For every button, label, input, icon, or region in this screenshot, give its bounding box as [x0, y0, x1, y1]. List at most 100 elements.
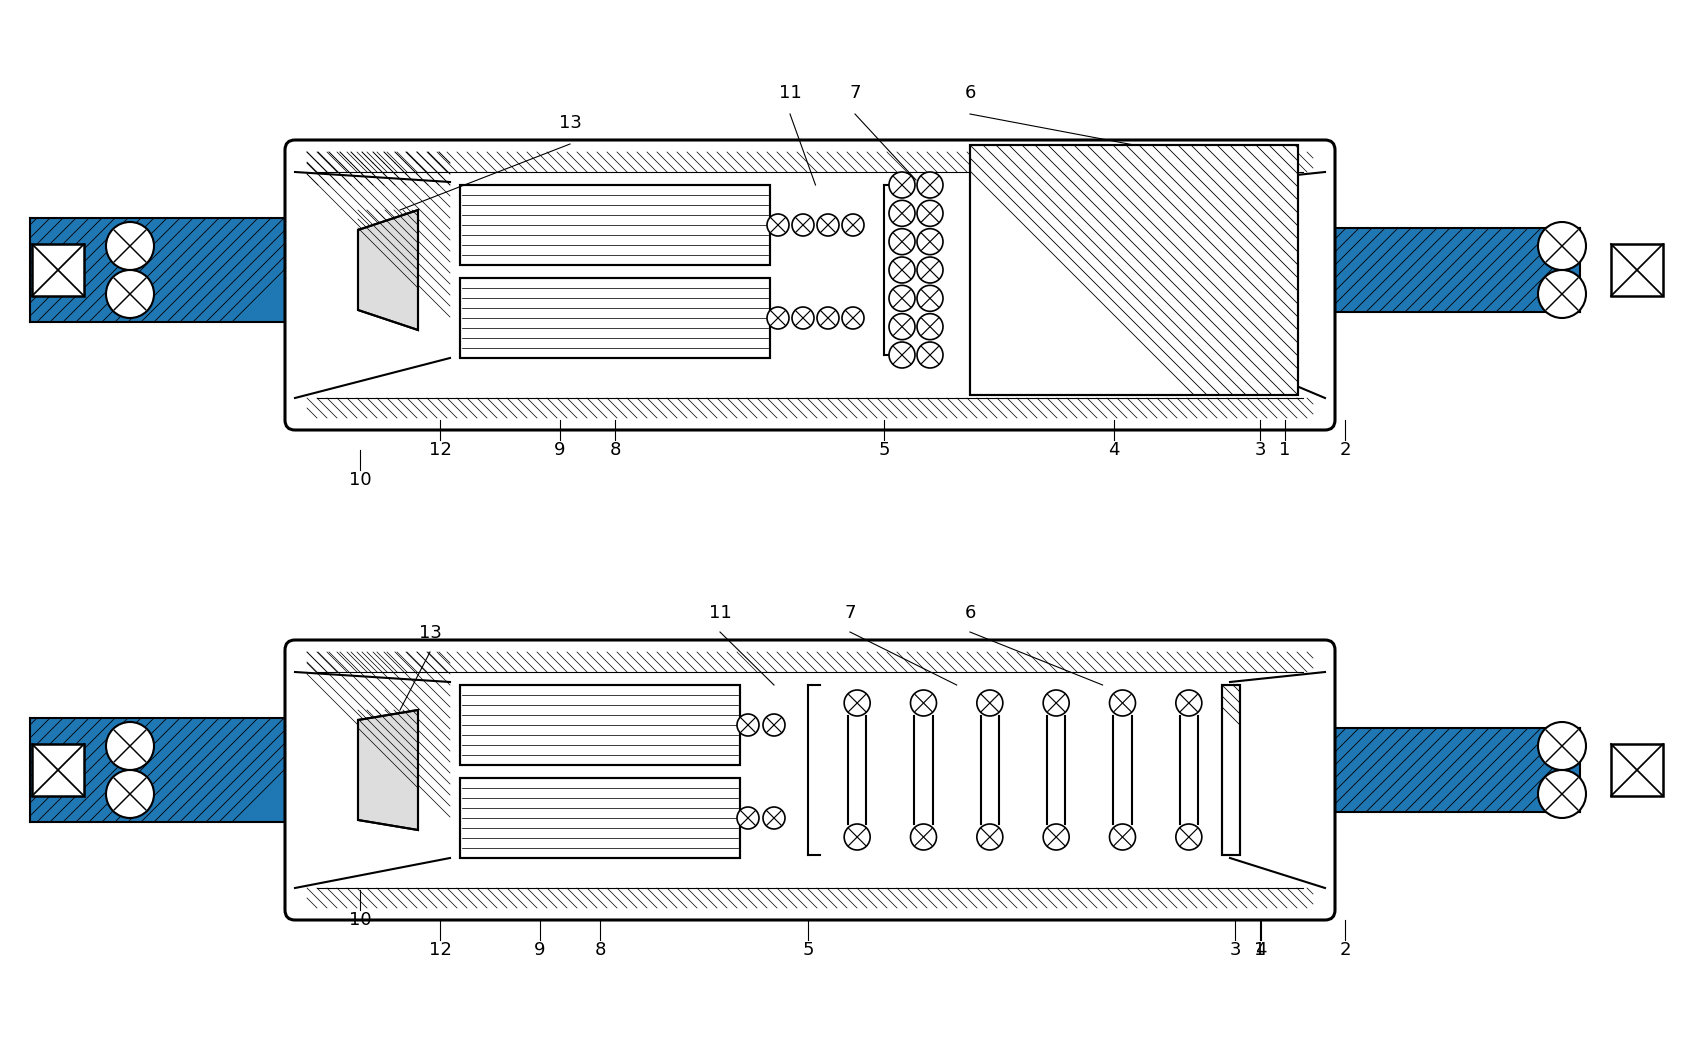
Text: 11: 11 — [709, 604, 731, 622]
Text: 8: 8 — [595, 941, 605, 959]
Bar — [1222, 685, 1241, 855]
Text: 7: 7 — [849, 84, 861, 102]
Bar — [970, 145, 1298, 395]
Bar — [31, 718, 310, 822]
Circle shape — [107, 770, 154, 818]
Circle shape — [888, 314, 915, 340]
Bar — [307, 163, 449, 174]
Bar — [459, 778, 741, 858]
Circle shape — [842, 214, 864, 236]
Circle shape — [1042, 690, 1070, 716]
Circle shape — [917, 342, 942, 368]
Circle shape — [888, 286, 915, 312]
Bar — [32, 244, 85, 296]
Circle shape — [763, 807, 785, 829]
Bar — [32, 744, 85, 796]
Circle shape — [917, 257, 942, 283]
Text: 4: 4 — [1109, 441, 1120, 459]
Circle shape — [917, 286, 942, 312]
Circle shape — [888, 229, 915, 255]
Circle shape — [817, 214, 839, 236]
Circle shape — [1042, 824, 1070, 850]
Text: 12: 12 — [429, 941, 451, 959]
Circle shape — [888, 172, 915, 198]
Bar — [1320, 728, 1580, 812]
Bar — [31, 218, 310, 322]
Circle shape — [768, 307, 788, 329]
Circle shape — [917, 201, 942, 227]
FancyBboxPatch shape — [285, 640, 1336, 920]
Text: 1: 1 — [1280, 441, 1290, 459]
Circle shape — [792, 214, 814, 236]
Text: 2: 2 — [1339, 441, 1351, 459]
Text: 13: 13 — [419, 624, 441, 642]
Circle shape — [844, 824, 870, 850]
FancyBboxPatch shape — [285, 140, 1336, 430]
Bar — [358, 710, 419, 830]
Circle shape — [817, 307, 839, 329]
Text: 5: 5 — [878, 441, 890, 459]
Text: 2: 2 — [1339, 941, 1351, 959]
Bar — [459, 778, 741, 858]
Text: 3: 3 — [1254, 441, 1266, 459]
Bar — [970, 145, 1298, 395]
Bar — [358, 210, 419, 330]
Text: 5: 5 — [802, 941, 814, 959]
Text: 3: 3 — [1229, 941, 1241, 959]
Circle shape — [888, 201, 915, 227]
Circle shape — [888, 257, 915, 283]
Bar — [459, 185, 770, 265]
Circle shape — [768, 214, 788, 236]
Bar — [307, 152, 449, 163]
Circle shape — [842, 307, 864, 329]
Circle shape — [917, 172, 942, 198]
Text: 4: 4 — [1256, 941, 1266, 959]
Bar — [307, 888, 1314, 908]
Text: 9: 9 — [554, 441, 566, 459]
Bar — [1320, 228, 1580, 312]
Text: 12: 12 — [429, 441, 451, 459]
Circle shape — [910, 690, 937, 716]
Text: 8: 8 — [609, 441, 620, 459]
Text: 1: 1 — [1254, 941, 1266, 959]
Polygon shape — [358, 710, 419, 830]
Bar — [307, 152, 449, 358]
Text: 11: 11 — [778, 84, 802, 102]
Bar — [1610, 244, 1663, 296]
Polygon shape — [358, 210, 419, 330]
Circle shape — [107, 722, 154, 770]
Circle shape — [888, 342, 915, 368]
Circle shape — [976, 690, 1003, 716]
Bar — [1222, 685, 1241, 855]
Bar — [1610, 744, 1663, 796]
Bar — [307, 652, 1314, 672]
Bar — [31, 718, 310, 822]
Text: 7: 7 — [844, 604, 856, 622]
Circle shape — [1537, 770, 1587, 818]
Bar — [970, 145, 1298, 395]
Circle shape — [1537, 222, 1587, 270]
Bar — [1320, 228, 1580, 312]
Circle shape — [1176, 824, 1202, 850]
Bar — [459, 278, 770, 358]
Circle shape — [1176, 690, 1202, 716]
Text: 6: 6 — [964, 604, 976, 622]
Bar — [459, 685, 741, 765]
Circle shape — [792, 307, 814, 329]
Circle shape — [737, 807, 759, 829]
Bar — [307, 152, 1314, 172]
Bar — [1222, 685, 1241, 855]
Bar — [1320, 728, 1580, 812]
Text: 13: 13 — [559, 114, 581, 132]
Circle shape — [1110, 690, 1136, 716]
Bar — [459, 278, 770, 358]
Circle shape — [107, 270, 154, 318]
Text: 6: 6 — [964, 84, 976, 102]
Circle shape — [763, 714, 785, 736]
Bar — [307, 174, 449, 185]
Circle shape — [1110, 824, 1136, 850]
Text: 9: 9 — [534, 941, 546, 959]
Circle shape — [737, 714, 759, 736]
Circle shape — [976, 824, 1003, 850]
Circle shape — [917, 314, 942, 340]
